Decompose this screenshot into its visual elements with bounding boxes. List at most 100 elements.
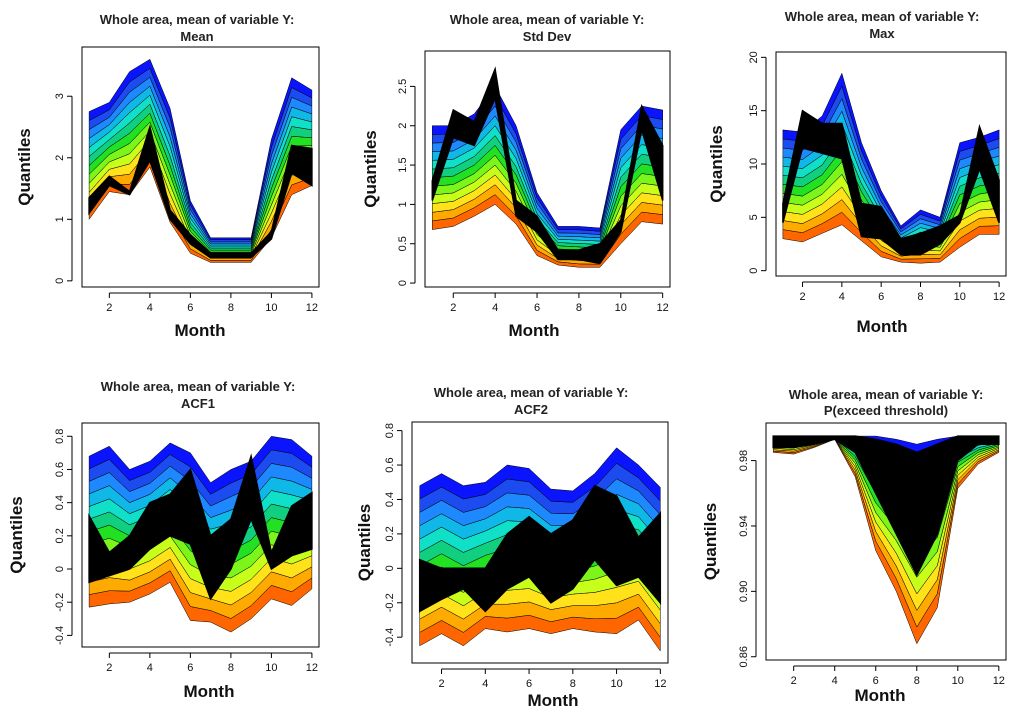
x-tick-label: 4: [147, 662, 153, 674]
x-tick-label: 12: [657, 302, 669, 314]
y-tick-label: -0.4: [384, 628, 396, 647]
x-tick-label: 2: [438, 678, 444, 690]
x-tick-label: 10: [265, 302, 277, 314]
y-axis: -0.4 -0.2 0 0.2 0.4 0.6 0.8: [384, 423, 402, 647]
x-tick-label: 12: [993, 291, 1005, 303]
y-tick-label: 0.94: [738, 515, 750, 536]
y-axis-label: Quantiles: [361, 130, 380, 207]
y-tick-label: 0.6: [384, 457, 396, 472]
x-tick-label: 2: [450, 302, 456, 314]
chart-subtitle: ACF2: [514, 402, 548, 417]
y-tick-label: 20: [748, 51, 760, 63]
y-tick-label: 0.6: [54, 462, 66, 477]
x-tick-label: 8: [914, 675, 920, 687]
x-tick-label: 12: [654, 678, 666, 690]
x-tick-label: 4: [492, 302, 498, 314]
x-tick-label: 12: [306, 662, 318, 674]
x-tick-label: 2: [106, 662, 112, 674]
y-tick-label: 0: [384, 565, 396, 571]
x-tick-label: 6: [187, 662, 193, 674]
x-axis-label: Month: [528, 691, 579, 707]
y-tick-label: -0.2: [384, 593, 396, 612]
y-tick-label: 0.5: [397, 236, 409, 251]
y-tick-label: 3: [54, 93, 66, 99]
x-axis: 2 4 6 8 10 12: [791, 666, 1005, 687]
chart-panel-5: 2 4 6 8 10 12 -0.4 -0.2 0 0.2 0.4 0.6 0.8 Whole area,…: [355, 385, 668, 707]
chart-title: Whole area, mean of variable Y:: [101, 379, 296, 394]
y-tick-label: 0.4: [54, 495, 66, 510]
x-axis: 2 4 6 8 10 12: [106, 293, 318, 314]
x-tick-label: 10: [954, 291, 966, 303]
y-tick-label: -0.4: [54, 626, 66, 645]
x-axis-label: Month: [857, 317, 908, 336]
y-tick-label: 10: [748, 158, 760, 170]
y-tick-label: 0.8: [54, 429, 66, 444]
x-tick-label: 8: [228, 302, 234, 314]
y-axis-label: Quantiles: [15, 128, 34, 205]
x-tick-label: 2: [791, 675, 797, 687]
chart-title: Whole area, mean of variable Y:: [434, 385, 629, 400]
x-tick-label: 10: [265, 662, 277, 674]
x-tick-label: 4: [482, 678, 488, 690]
y-tick-label: 2: [397, 123, 409, 129]
x-tick-label: 12: [993, 675, 1005, 687]
y-tick-label: 1: [397, 201, 409, 207]
x-tick-label: 6: [878, 291, 884, 303]
x-tick-label: 10: [615, 302, 627, 314]
y-tick-label: -0.2: [54, 593, 66, 612]
x-tick-label: 2: [799, 291, 805, 303]
y-axis: 0 1 2 3: [54, 93, 72, 284]
chart-panel-3: 2 4 6 8 10 1205101520Whole area, mean of vari…: [707, 9, 1006, 336]
y-tick-label: 0.4: [384, 492, 396, 507]
y-tick-label: 0.98: [738, 450, 750, 471]
x-axis: 2 4 6 8 10 12: [799, 282, 1005, 303]
x-tick-label: 6: [187, 302, 193, 314]
y-tick-label: 0.90: [738, 581, 750, 602]
chart-panel-2: 2 4 6 8 10 12 0 0.5 1 1.5 2 2.5 Whole area, mean of …: [361, 12, 670, 340]
chart-title: Whole area, mean of variable Y:: [789, 387, 984, 402]
y-axis-label: Quantiles: [707, 125, 726, 202]
x-axis-label: Month: [855, 686, 906, 705]
x-axis-label: Month: [509, 321, 560, 340]
y-tick-label: 0.8: [384, 423, 396, 438]
x-tick-label: 6: [534, 302, 540, 314]
y-tick-label: 2.5: [397, 79, 409, 94]
chart-subtitle: Mean: [180, 29, 213, 44]
y-tick-label: 5: [748, 214, 760, 220]
chart-subtitle: Max: [869, 26, 895, 41]
x-tick-label: 12: [306, 302, 318, 314]
x-tick-label: 6: [526, 678, 532, 690]
chart-title: Whole area, mean of variable Y:: [100, 12, 295, 27]
y-tick-label: 0: [54, 566, 66, 572]
y-tick-label: 15: [748, 105, 760, 117]
x-axis: 2 4 6 8 10 12: [438, 669, 666, 690]
y-axis: 0 0.5 1 1.5 2 2.5: [397, 79, 415, 286]
x-tick-label: 8: [570, 678, 576, 690]
x-axis-label: Month: [184, 682, 235, 701]
x-axis: 2 4 6 8 10 12: [106, 653, 318, 674]
y-axis-label: Quantiles: [701, 503, 720, 580]
chart-subtitle: ACF1: [181, 396, 215, 411]
y-tick-label: 0.2: [54, 528, 66, 543]
chart-panel-6: 2 4 6 8 10 12 0.86 0.90 0.94 0.98 Whole area, mean…: [701, 387, 1006, 705]
y-axis: 0.86 0.90 0.94 0.98: [738, 450, 756, 668]
x-tick-label: 4: [832, 675, 838, 687]
x-tick-label: 4: [839, 291, 845, 303]
y-tick-label: 2: [54, 155, 66, 161]
x-tick-label: 8: [228, 662, 234, 674]
x-tick-label: 2: [106, 302, 112, 314]
y-tick-label: 0: [397, 280, 409, 286]
chart-title: Whole area, mean of variable Y:: [450, 12, 645, 27]
y-tick-label: 0.2: [384, 526, 396, 541]
chart-subtitle: P(exceed threshold): [824, 403, 948, 418]
y-tick-label: 0: [54, 278, 66, 284]
y-tick-label: 0.86: [738, 646, 750, 667]
x-tick-label: 10: [610, 678, 622, 690]
x-axis: 2 4 6 8 10 12: [450, 293, 669, 314]
y-tick-label: 1: [54, 216, 66, 222]
x-tick-label: 10: [952, 675, 964, 687]
y-tick-label: 0: [748, 268, 760, 274]
chart-title: Whole area, mean of variable Y:: [785, 9, 980, 24]
y-tick-label: 1.5: [397, 157, 409, 172]
